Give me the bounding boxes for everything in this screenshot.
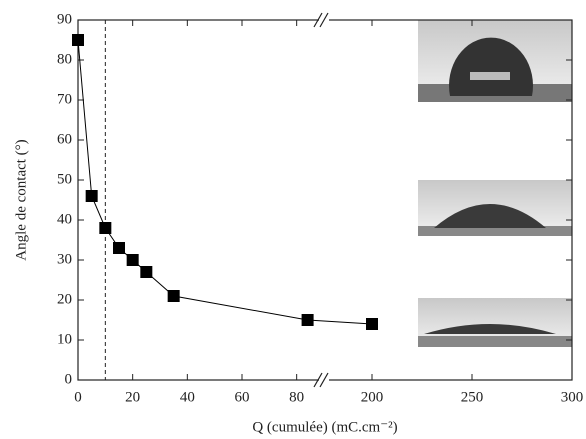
y-tick-label: 0 xyxy=(65,371,73,387)
y-tick-label: 60 xyxy=(57,131,72,147)
y-axis-label: Angle de contact (°) xyxy=(13,139,29,260)
x-tick-label: 0 xyxy=(74,389,82,405)
y-tick-label: 70 xyxy=(57,91,72,107)
axis-break xyxy=(313,12,329,388)
y-tick-label: 20 xyxy=(57,291,72,307)
y-tick-label: 90 xyxy=(57,11,72,27)
data-point xyxy=(301,314,314,326)
series-line xyxy=(77,39,373,325)
x-tick-label: 40 xyxy=(180,389,195,405)
data-point xyxy=(167,290,180,302)
x-tick-label: 300 xyxy=(561,389,584,405)
y-tick-label: 30 xyxy=(57,251,72,267)
data-point xyxy=(113,242,125,254)
y-tick-label: 40 xyxy=(57,211,72,227)
x-tick-label: 200 xyxy=(361,389,384,405)
data-point xyxy=(366,318,378,330)
data-point xyxy=(85,190,98,202)
y-tick-label: 10 xyxy=(57,331,72,347)
droplet-images xyxy=(418,20,572,347)
data-point xyxy=(126,254,139,266)
y-tick-label: 50 xyxy=(57,171,72,187)
x-axis-label: Q (cumulée) (mC.cm⁻²) xyxy=(252,419,397,435)
x-tick-label: 80 xyxy=(289,389,304,405)
data-point xyxy=(140,266,153,278)
x-tick-label: 60 xyxy=(235,389,250,405)
data-point xyxy=(99,222,112,234)
y-tick-label: 80 xyxy=(57,51,72,67)
data-point xyxy=(72,34,84,46)
x-tick-label: 250 xyxy=(461,389,484,405)
x-tick-label: 20 xyxy=(125,389,140,405)
